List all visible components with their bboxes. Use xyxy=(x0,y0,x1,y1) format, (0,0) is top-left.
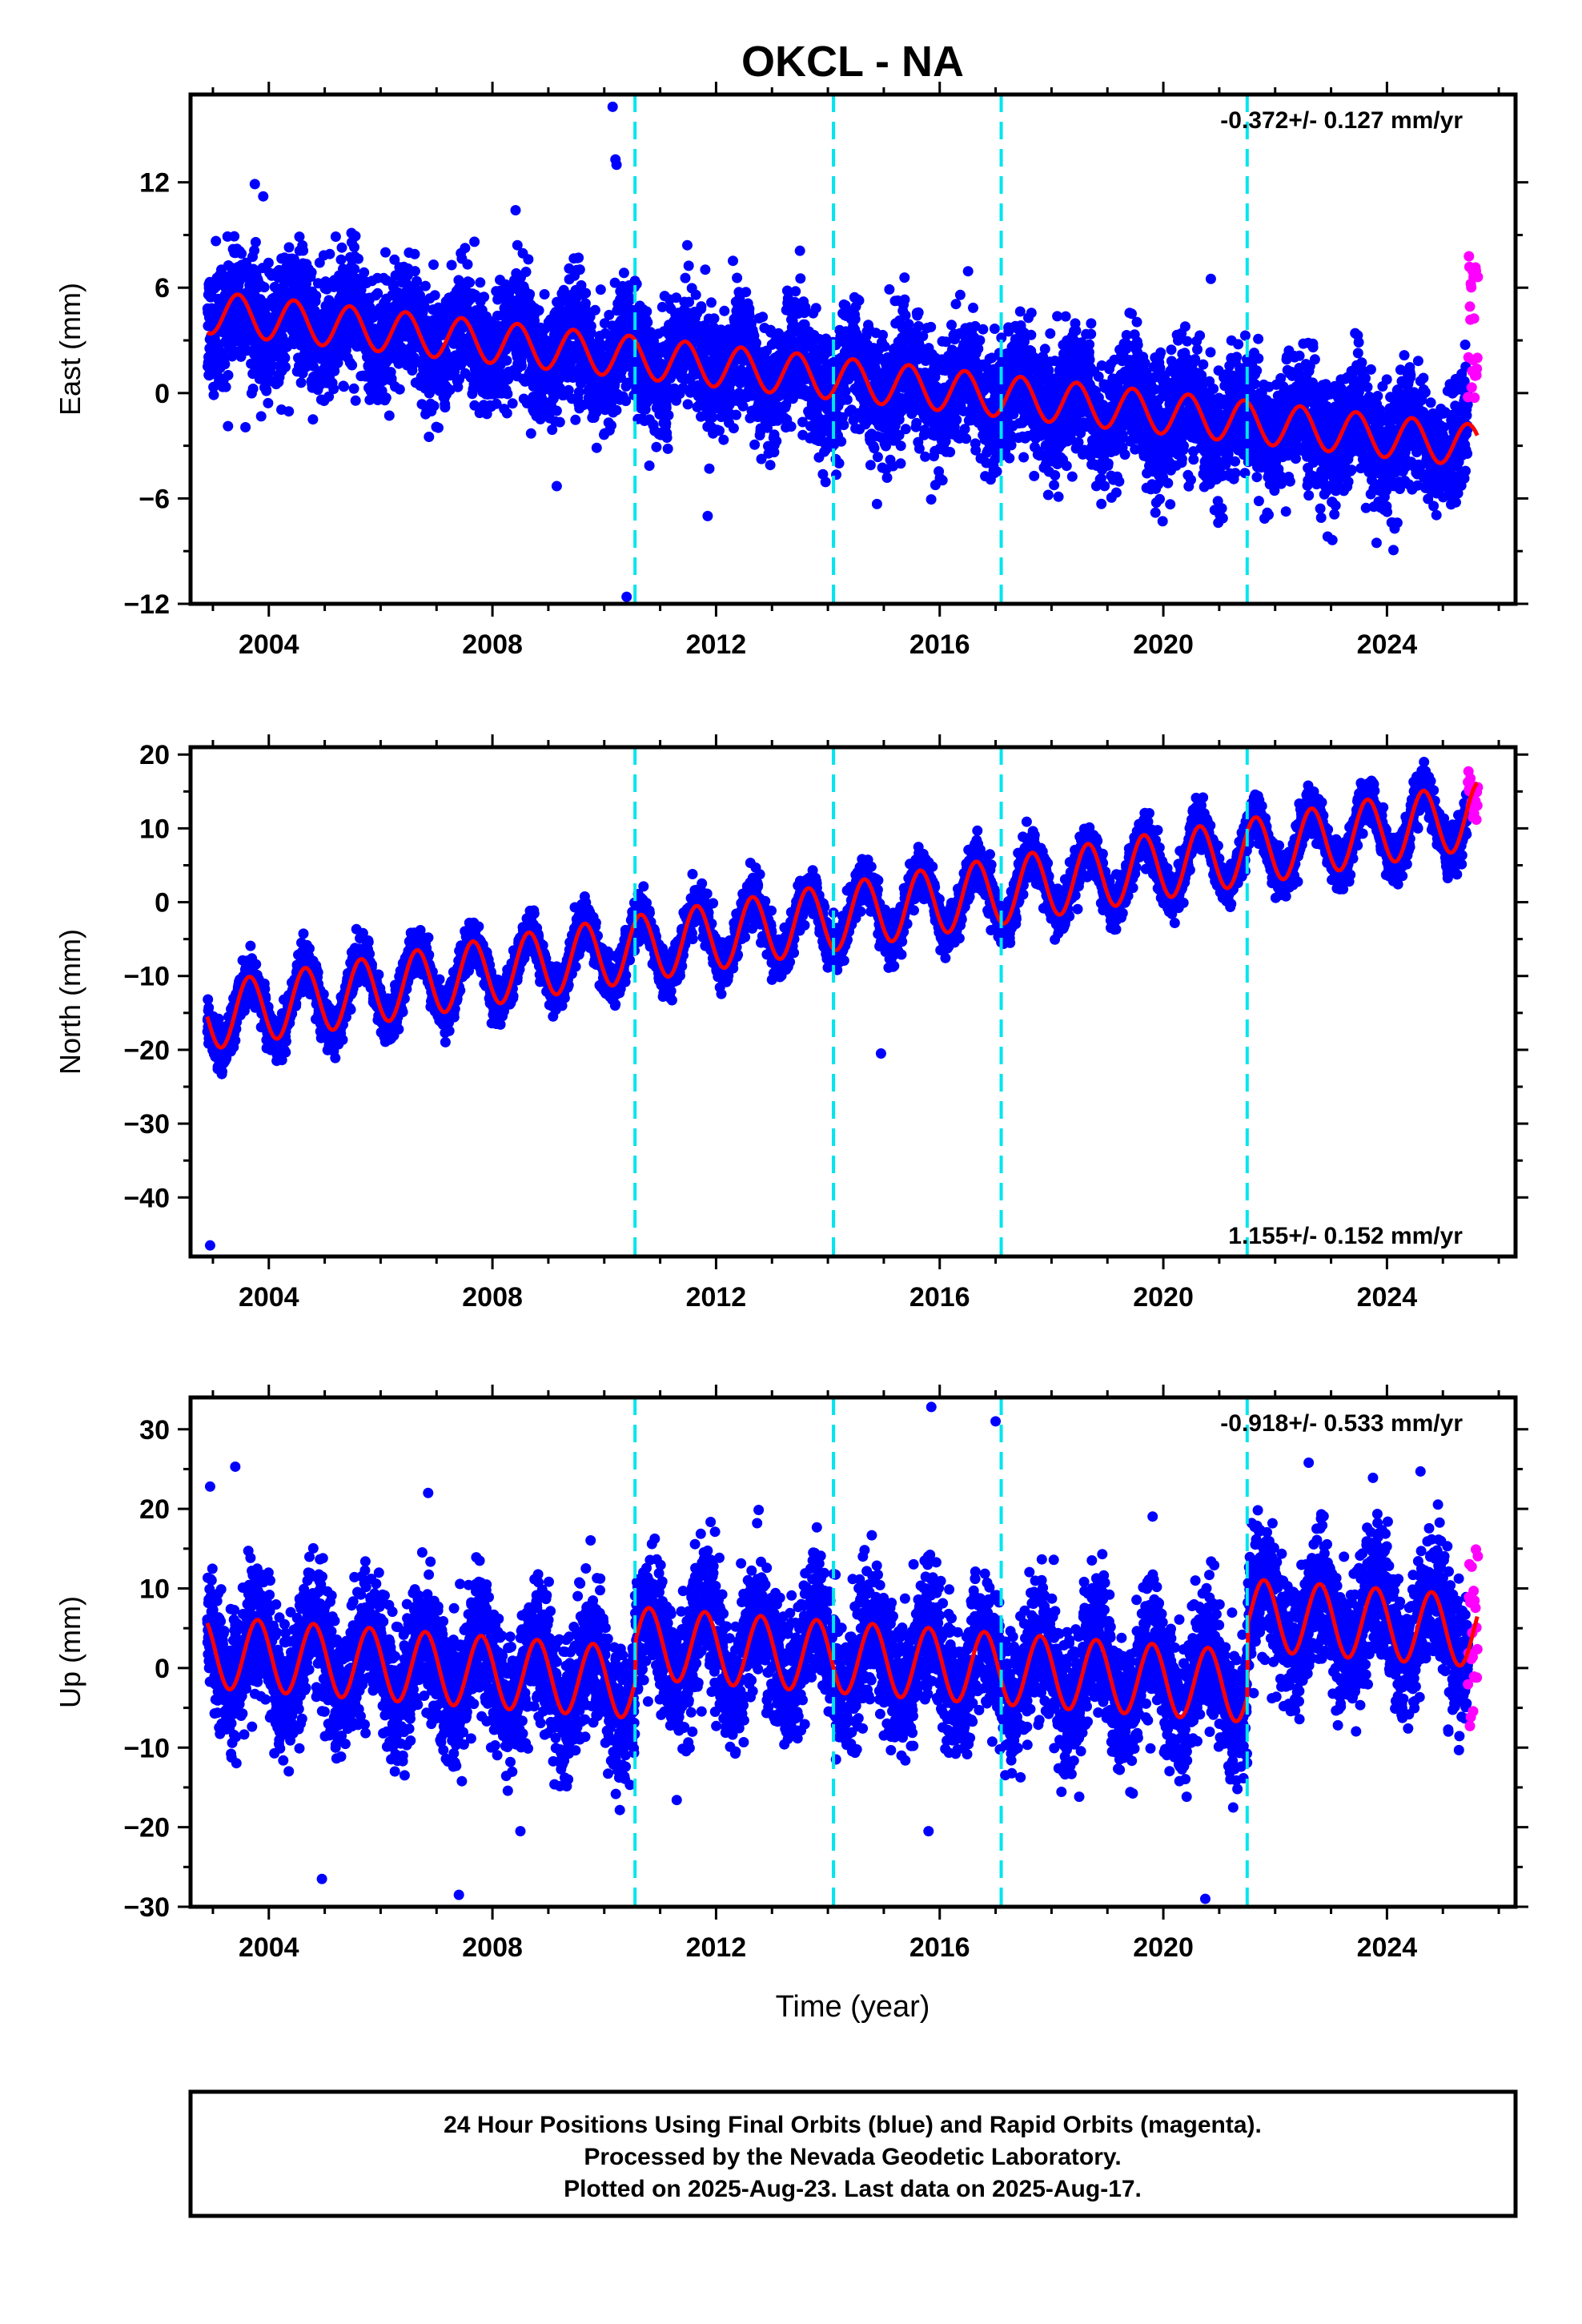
east-outlier-point xyxy=(794,245,805,256)
north-y-tick-label: 10 xyxy=(139,814,170,844)
north-x-tick-label: 2016 xyxy=(909,1282,970,1313)
up-outlier-point xyxy=(1199,1893,1211,1904)
up-x-tick-label: 2004 xyxy=(239,1932,299,1963)
figure-title: OKCL - NA xyxy=(741,38,964,86)
north-y-tick-label: −10 xyxy=(123,962,170,992)
up-outlier-point xyxy=(1415,1466,1426,1477)
east-x-tick-label: 2020 xyxy=(1133,629,1194,660)
east-outlier-point xyxy=(833,458,845,469)
up-x-tick-label: 2016 xyxy=(909,1932,970,1963)
east-x-tick-label: 2004 xyxy=(239,629,299,660)
north-plot-frame xyxy=(188,745,1518,1259)
east-outlier-point xyxy=(249,179,260,190)
east-outlier-point xyxy=(1205,273,1216,284)
up-x-tick-label: 2020 xyxy=(1133,1932,1194,1963)
up-y-tick-label: 10 xyxy=(139,1574,170,1605)
east-y-axis-label: East (mm) xyxy=(54,283,86,416)
footer-line-2: Processed by the Nevada Geodetic Laborat… xyxy=(584,2144,1121,2170)
footer-box: 24 Hour Positions Using Final Orbits (bl… xyxy=(188,2089,1518,2218)
up-outlier-point xyxy=(1303,1457,1315,1468)
east-x-tick-label: 2012 xyxy=(686,629,747,660)
north-y-tick-label: 0 xyxy=(155,888,170,919)
east-outlier-point xyxy=(607,101,618,112)
up-x-tick-label: 2024 xyxy=(1357,1932,1418,1963)
up-y-tick-label: 0 xyxy=(155,1654,170,1684)
up-y-tick-label: 30 xyxy=(139,1415,170,1445)
north-y-tick-label: −40 xyxy=(123,1183,170,1213)
east-y-tick-label: 0 xyxy=(155,379,170,409)
east-plot-frame xyxy=(188,92,1518,606)
east-model-line xyxy=(206,292,1480,465)
up-y-tick-label: −10 xyxy=(123,1733,170,1763)
up-outlier-point xyxy=(515,1826,526,1837)
footer-line-1: 24 Hour Positions Using Final Orbits (bl… xyxy=(444,2112,1262,2138)
east-y-tick-label: −6 xyxy=(139,484,170,514)
east-outlier-point xyxy=(551,480,562,492)
north-rate-label: 1.155+/- 0.152 mm/yr xyxy=(1228,1223,1463,1249)
up-y-axis-label: Up (mm) xyxy=(54,1596,86,1708)
up-outlier-point xyxy=(990,1416,1002,1427)
up-y-tick-label: −30 xyxy=(123,1892,170,1923)
up-final-orbit-points xyxy=(202,1499,1474,1815)
east-rapid-orbit-points xyxy=(1463,251,1484,404)
x-axis-title: Time (year) xyxy=(776,1990,930,2024)
north-x-tick-label: 2012 xyxy=(686,1282,747,1313)
up-outlier-point xyxy=(316,1873,327,1884)
up-panel: 2004 2008 2012 2016 2020 2024 −30 −20 −10 0 10 20 30… xyxy=(54,1385,1528,1963)
north-x-tick-label: 2004 xyxy=(239,1282,299,1313)
north-x-tick-label: 2008 xyxy=(462,1282,523,1313)
up-outlier-point xyxy=(453,1889,464,1900)
north-x-tick-label: 2024 xyxy=(1357,1282,1418,1313)
up-plot-frame xyxy=(188,1395,1518,1909)
north-y-axis-label: North (mm) xyxy=(54,929,86,1075)
east-outlier-point xyxy=(884,283,895,295)
up-outlier-point xyxy=(423,1487,434,1498)
east-rate-label: -0.372+/- 0.127 mm/yr xyxy=(1220,107,1463,134)
up-x-tick-label: 2008 xyxy=(462,1932,523,1963)
up-y-tick-label: −20 xyxy=(123,1813,170,1844)
footer-line-3: Plotted on 2025-Aug-23. Last data on 202… xyxy=(564,2176,1142,2202)
north-y-tick-label: −20 xyxy=(123,1035,170,1066)
north-model-line xyxy=(205,781,1480,1050)
east-outlier-point xyxy=(702,510,713,521)
east-y-tick-label: −12 xyxy=(123,589,170,620)
east-outlier-point xyxy=(258,191,269,202)
north-final-orbit-points xyxy=(202,757,1474,1080)
north-panel: 2004 2008 2012 2016 2020 2024 −40 −30 −20 −10 0 10 2… xyxy=(54,734,1528,1313)
up-rate-label: -0.918+/- 0.533 mm/yr xyxy=(1220,1410,1463,1437)
north-outlier-point xyxy=(766,974,777,985)
up-outlier-point xyxy=(230,1461,241,1472)
north-outlier-point xyxy=(204,1240,215,1251)
east-x-tick-label: 2016 xyxy=(909,629,970,660)
up-y-tick-label: 20 xyxy=(139,1494,170,1525)
up-outlier-point xyxy=(926,1401,937,1413)
up-outlier-point xyxy=(204,1481,215,1492)
up-model-line xyxy=(205,1578,1480,1723)
up-x-tick-label: 2012 xyxy=(686,1932,747,1963)
east-outlier-point xyxy=(611,159,622,171)
east-panel: 2004 2008 2012 2016 2020 2024 −12 −6 0 6 12 East (m… xyxy=(54,82,1528,660)
east-outlier-point xyxy=(621,591,632,602)
north-y-tick-label: −30 xyxy=(123,1109,170,1140)
east-x-tick-label: 2008 xyxy=(462,629,523,660)
east-y-tick-label: 12 xyxy=(139,168,170,199)
north-x-tick-label: 2020 xyxy=(1133,1282,1194,1313)
east-y-tick-label: 6 xyxy=(155,273,170,304)
up-outlier-point xyxy=(1367,1472,1379,1483)
up-outlier-point xyxy=(923,1826,934,1837)
east-x-tick-label: 2024 xyxy=(1357,629,1418,660)
north-y-tick-label: 20 xyxy=(139,740,170,770)
north-outlier-point xyxy=(875,1048,886,1059)
